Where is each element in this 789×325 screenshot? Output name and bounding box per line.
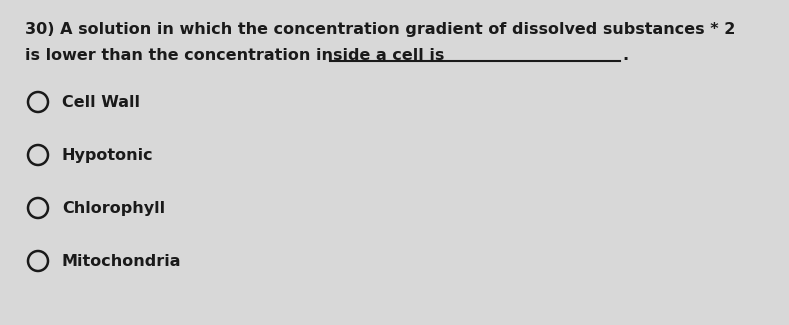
- Text: is lower than the concentration inside a cell is: is lower than the concentration inside a…: [25, 48, 450, 63]
- Text: Cell Wall: Cell Wall: [62, 95, 140, 110]
- Text: .: .: [622, 48, 628, 63]
- Text: Hypotonic: Hypotonic: [62, 148, 154, 163]
- Text: Chlorophyll: Chlorophyll: [62, 201, 165, 216]
- Text: 30) A solution in which the concentration gradient of dissolved substances * 2: 30) A solution in which the concentratio…: [25, 22, 735, 37]
- Text: Mitochondria: Mitochondria: [62, 254, 181, 269]
